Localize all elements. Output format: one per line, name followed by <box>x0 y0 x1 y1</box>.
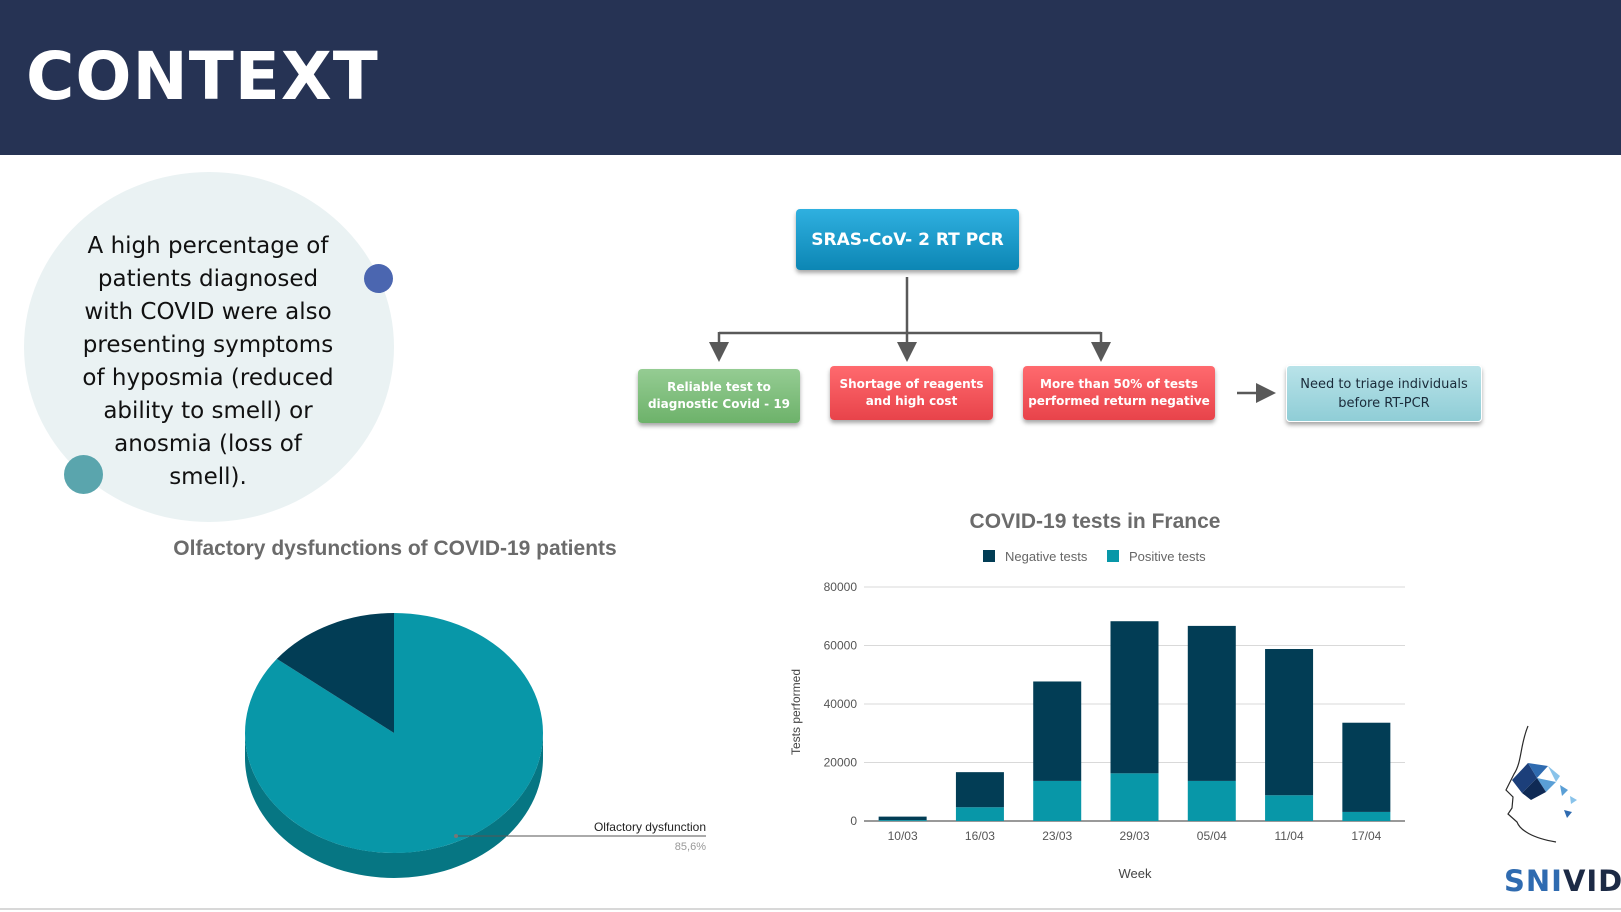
bar-positive-10-03 <box>878 820 927 821</box>
bar-positive-16-03 <box>955 807 1004 821</box>
bar-positive-11-04 <box>1265 795 1314 821</box>
x-axis-label: Week <box>1119 866 1152 881</box>
bar-negative-11-04 <box>1265 649 1314 796</box>
footer-divider <box>0 908 1621 910</box>
page-title: CONTEXT <box>26 38 379 115</box>
flow-branch-negative: More than 50% of tests performed return … <box>1023 366 1215 420</box>
pie-chart-title: Olfactory dysfunctions of COVID-19 patie… <box>173 537 617 560</box>
y-tick-label: 60000 <box>824 639 858 653</box>
y-tick-label: 80000 <box>824 580 858 594</box>
flow-result-box: Need to triage individuals before RT-PCR <box>1286 365 1482 422</box>
bar-negative-17-04 <box>1342 722 1391 812</box>
bar-negative-05-04 <box>1187 625 1236 781</box>
x-tick-label: 05/04 <box>1197 829 1227 843</box>
x-tick-label: 11/04 <box>1275 829 1304 843</box>
pie-slice-percent: 85,6% <box>675 841 706 853</box>
pie-slice-1 <box>276 613 394 733</box>
flow-root-box: SRAS-CoV- 2 RT PCR <box>796 209 1019 270</box>
bar-negative-10-03 <box>878 816 927 821</box>
pie-slice-label: Olfactory dysfunction <box>594 820 706 834</box>
logo-shard-icon <box>1512 763 1537 793</box>
x-tick-label: 17/04 <box>1351 829 1381 843</box>
flow-branch-shortage: Shortage of reagents and high cost <box>830 366 993 420</box>
bar-negative-16-03 <box>955 772 1004 808</box>
logo-shard-icon <box>1564 810 1572 818</box>
x-tick-label: 10/03 <box>888 829 918 843</box>
flow-branch-reliable: Reliable test to diagnostic Covid - 19 <box>638 369 800 423</box>
intro-text: A high percentage of patients diagnosed … <box>82 233 334 490</box>
legend-swatch-positive <box>1107 550 1119 562</box>
decorative-dot-blue <box>364 264 393 293</box>
legend-swatch-negative <box>983 550 995 562</box>
snivid-logo-text: SNIVID <box>1504 864 1621 898</box>
y-tick-label: 0 <box>850 814 857 828</box>
face-profile-icon <box>1505 725 1557 843</box>
pie-slice-0 <box>245 613 544 853</box>
bar-positive-23-03 <box>1033 780 1082 821</box>
x-tick-label: 23/03 <box>1042 829 1072 843</box>
bar-negative-23-03 <box>1033 681 1082 781</box>
logo-shard-icon <box>1537 778 1556 792</box>
bar-positive-17-04 <box>1342 811 1391 821</box>
logo-shard-icon <box>1522 778 1546 800</box>
legend-label-positive: Positive tests <box>1129 549 1206 564</box>
bar-positive-29-03 <box>1110 773 1159 821</box>
y-tick-label: 20000 <box>824 756 858 770</box>
logo-text-vid: VID <box>1562 864 1621 898</box>
logo-shard-icon <box>1528 763 1548 778</box>
bar-negative-29-03 <box>1110 621 1159 774</box>
y-axis-label: Tests performed <box>789 669 803 755</box>
x-tick-label: 16/03 <box>965 829 995 843</box>
y-tick-label: 40000 <box>824 697 858 711</box>
bar-chart-title: COVID-19 tests in France <box>970 510 1221 533</box>
decorative-dot-teal <box>64 455 103 494</box>
legend-label-negative: Negative tests <box>1005 549 1088 564</box>
logo-shard-icon <box>1560 785 1568 796</box>
x-tick-label: 29/03 <box>1119 829 1149 843</box>
pie-leader-dot <box>454 834 458 838</box>
logo-shard-icon <box>1548 766 1560 782</box>
bar-positive-05-04 <box>1187 780 1236 821</box>
header-bar: CONTEXT <box>0 0 1621 155</box>
logo-shard-icon <box>1570 796 1577 804</box>
pie-side <box>245 733 543 878</box>
logo-text-sni: SNI <box>1504 864 1563 898</box>
